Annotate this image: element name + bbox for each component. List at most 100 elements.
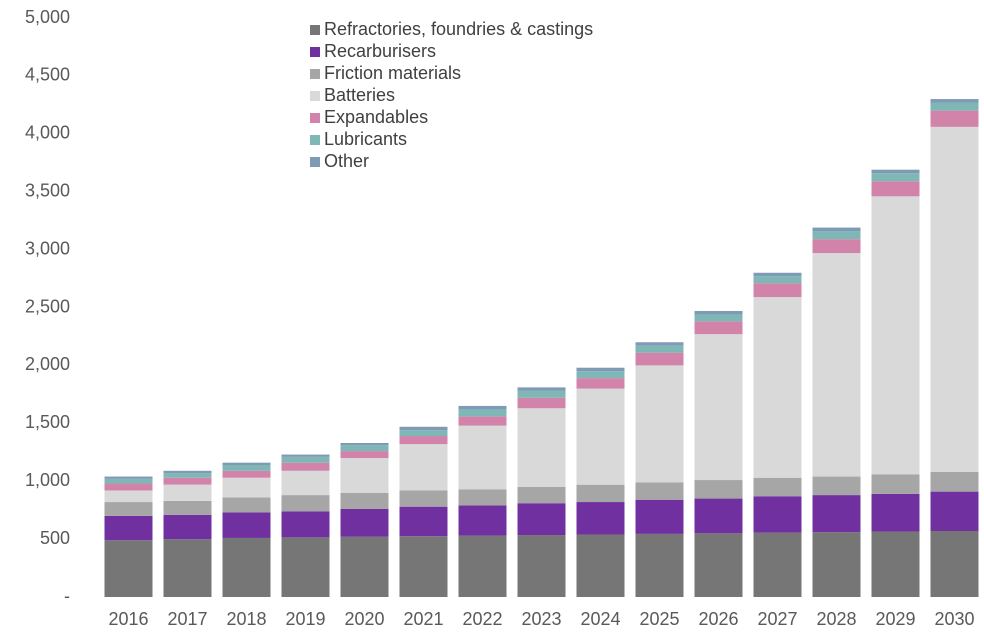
legend-label: Batteries [324,85,395,105]
bar-segment [517,397,566,409]
bar-segment [576,484,625,503]
x-tick-label: 2028 [816,609,856,629]
x-tick-label: 2029 [875,609,915,629]
bar-segment [930,530,979,597]
bar-segment [458,409,507,417]
bar-segment [399,506,448,537]
bar-segment [812,253,861,477]
bar-segment [458,425,507,490]
y-tick-label: 4,500 [25,65,70,85]
bar-segment [812,239,861,254]
bar-segment [222,537,271,597]
bar-segment [104,483,153,491]
y-tick-label: 500 [40,528,70,548]
bar-segment [399,490,448,507]
bar-segment [694,498,743,534]
bar-segment [222,497,271,513]
bar-segment [576,502,625,535]
bar-segment [635,345,684,353]
x-tick-label: 2016 [108,609,148,629]
bar-segment [576,371,625,379]
bar-segment [812,495,861,533]
bar-segment [281,537,330,597]
bar-segment [576,367,625,372]
bar-segment [517,486,566,504]
bar-segment [694,310,743,315]
bar-segment [753,297,802,478]
bar-segment [576,378,625,389]
bar-segment [635,352,684,366]
legend-swatch [310,157,320,167]
legend-label: Recarburisers [324,41,436,61]
x-tick-label: 2030 [934,609,974,629]
bar-segment [104,540,153,597]
y-tick-label: 1,000 [25,470,70,490]
bar-segment [812,231,861,240]
bar-segment [104,476,153,479]
bar-segment [871,196,920,475]
y-tick-label: 2,500 [25,296,70,316]
bar-segment [104,502,153,516]
bar-segment [871,169,920,174]
bar-segment [635,499,684,534]
bar-segment [399,436,448,445]
bar-segment [104,478,153,484]
bar-segment [930,491,979,531]
legend-label: Other [324,151,369,171]
bar-segment [694,533,743,597]
y-tick-label: 1,500 [25,412,70,432]
bar-segment [753,276,802,284]
bar-segment [694,480,743,499]
bar-segment [753,477,802,497]
bar-segment [281,454,330,457]
x-tick-label: 2018 [226,609,266,629]
bar-segment [517,408,566,487]
legend-swatch [310,113,320,123]
bar-segment [812,532,861,597]
bar-segment [399,426,448,431]
bar-segment [281,470,330,496]
legend-swatch [310,135,320,145]
bar-segment [281,456,330,463]
bar-segment [340,458,389,493]
x-tick-label: 2023 [521,609,561,629]
bar-segment [930,126,979,472]
bar-segment [930,471,979,492]
bar-segment [694,314,743,322]
legend-label: Lubricants [324,129,407,149]
bar-segment [694,321,743,335]
bar-segment [458,505,507,536]
x-tick-label: 2019 [285,609,325,629]
bar-segment [635,482,684,500]
bar-segment [871,173,920,182]
legend-swatch [310,91,320,101]
y-tick-label: 3,000 [25,238,70,258]
bar-segment [281,495,330,512]
bar-segment [163,500,212,515]
bar-segment [930,102,979,111]
bar-segment [753,532,802,597]
bar-segment [104,490,153,503]
legend-label: Expandables [324,107,428,127]
bar-segment [871,474,920,494]
bar-segment [871,531,920,597]
bar-segment [458,535,507,597]
bar-segment [576,534,625,597]
bar-segment [222,470,271,478]
bar-segment [163,484,212,501]
legend-swatch [310,69,320,79]
legend-label: Refractories, foundries & castings [324,19,593,39]
x-tick-label: 2021 [403,609,443,629]
bar-segment [163,470,212,474]
x-tick-label: 2026 [698,609,738,629]
bar-segment [340,451,389,459]
bar-segment [281,462,330,471]
x-tick-label: 2017 [167,609,207,629]
bar-segment [163,473,212,478]
bar-segment [340,508,389,537]
bar-segment [517,390,566,398]
bar-segment [340,442,389,446]
legend-swatch [310,25,320,35]
y-tick-label: 4,000 [25,123,70,143]
